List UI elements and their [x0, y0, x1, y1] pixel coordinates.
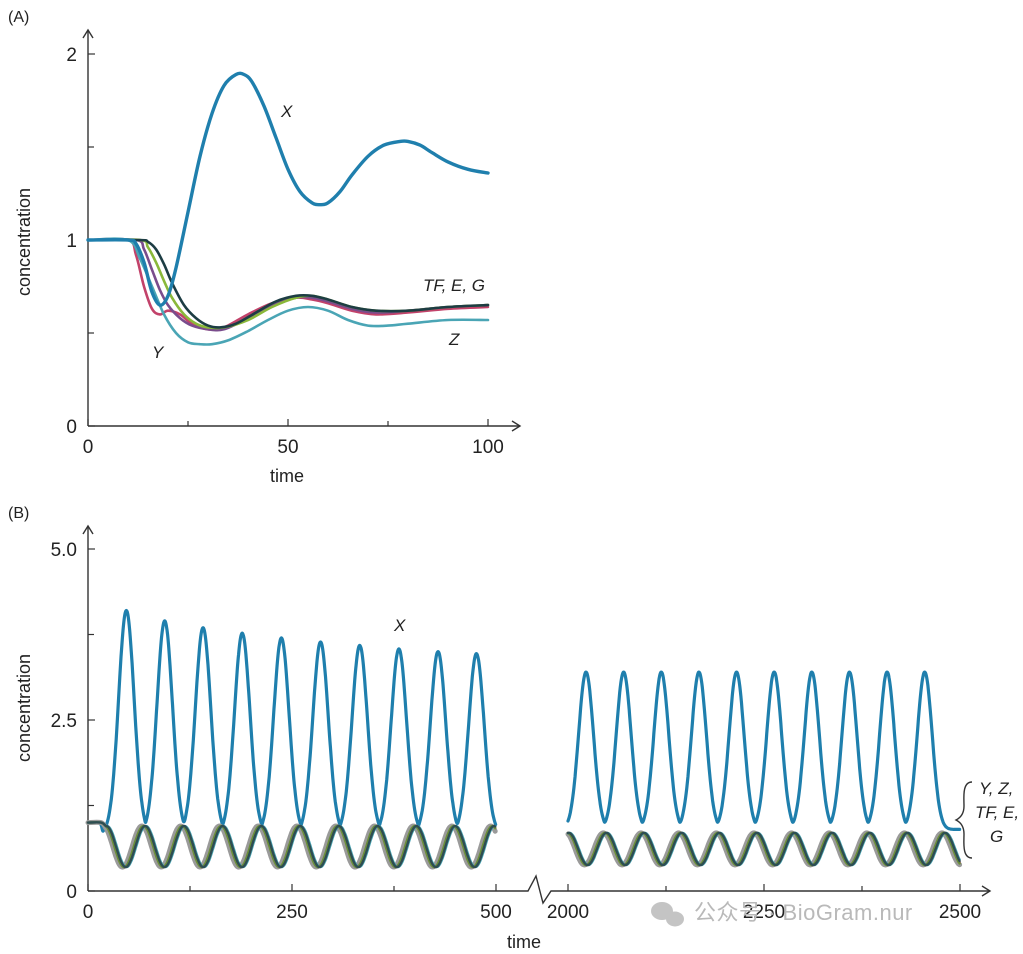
- panel-b-y-axis-arrow: [82, 524, 94, 535]
- panel-a-x-axis-arrow: [511, 420, 522, 432]
- panel-b: (B) 0 250 500 2000 2250 2500 0 2.5 5.0 time conc…: [8, 505, 1019, 952]
- panel-a-y-title: concentration: [14, 188, 34, 296]
- x-tick-label: 100: [472, 437, 504, 458]
- label-x-a: X: [280, 102, 293, 121]
- panel-a-ticks: 0 50 100 0 1 2: [66, 45, 503, 458]
- series-line-x-right: [566, 670, 962, 832]
- label-x-b: X: [393, 616, 406, 635]
- panel-a-y-axis-arrow: [82, 28, 94, 39]
- panel-b-label: (B): [8, 505, 29, 522]
- label-z: Z: [448, 330, 460, 349]
- label-group-line1: Y, Z,: [979, 779, 1013, 798]
- panel-b-x-axis-arrow: [981, 885, 992, 897]
- x-tick-label: 2250: [743, 902, 785, 923]
- series-line: [86, 238, 490, 329]
- panel-a-x-title: time: [270, 466, 304, 486]
- y-tick-label: 2: [66, 45, 77, 66]
- y-tick-label: 2.5: [51, 711, 77, 732]
- panel-b-lines: [85, 609, 963, 870]
- axis-break-mark: [518, 874, 568, 905]
- x-tick-label: 0: [83, 902, 94, 923]
- series-line-group: [566, 831, 961, 867]
- label-group-line2: TF, E,: [975, 803, 1019, 822]
- x-tick-label: 2500: [939, 902, 981, 923]
- x-tick-label: 250: [276, 902, 308, 923]
- panel-b-x-title: time: [507, 932, 541, 952]
- series-line-group: [566, 831, 961, 867]
- panel-b-y-title: concentration: [14, 654, 34, 762]
- x-tick-label: 0: [83, 437, 94, 458]
- series-line-group: [565, 830, 963, 868]
- x-tick-label: 500: [480, 902, 512, 923]
- label-tf-e-g: TF, E, G: [423, 276, 485, 295]
- panel-a: (A) 0 50 100 0 1 2 time concentration X TF, E…: [8, 9, 522, 486]
- panel-a-lines: [86, 71, 490, 346]
- panel-b-ticks: 0 250 500 2000 2250 2500 0 2.5 5.0: [51, 540, 982, 923]
- y-tick-label: 0: [66, 417, 77, 438]
- series-line: [86, 237, 490, 346]
- panel-b-axes: [82, 524, 992, 905]
- watermark-text: 公众号 · BioGram.nur: [694, 900, 913, 925]
- panel-a-label: (A): [8, 9, 29, 26]
- x-tick-label: 2000: [547, 902, 589, 923]
- wechat-icon: [651, 902, 684, 927]
- series-line-group: [86, 821, 497, 869]
- series-line: [86, 71, 490, 307]
- panel-a-axes: [82, 28, 522, 432]
- series-line-x-left: [86, 609, 498, 833]
- label-group-line3: G: [990, 827, 1003, 846]
- group-brace: [954, 781, 973, 859]
- label-y: Y: [152, 343, 165, 362]
- y-tick-label: 0: [66, 882, 77, 903]
- y-tick-label: 1: [66, 231, 77, 252]
- y-tick-label: 5.0: [51, 540, 77, 561]
- x-tick-label: 50: [277, 437, 298, 458]
- watermark: 公众号 · BioGram.nur: [651, 900, 913, 927]
